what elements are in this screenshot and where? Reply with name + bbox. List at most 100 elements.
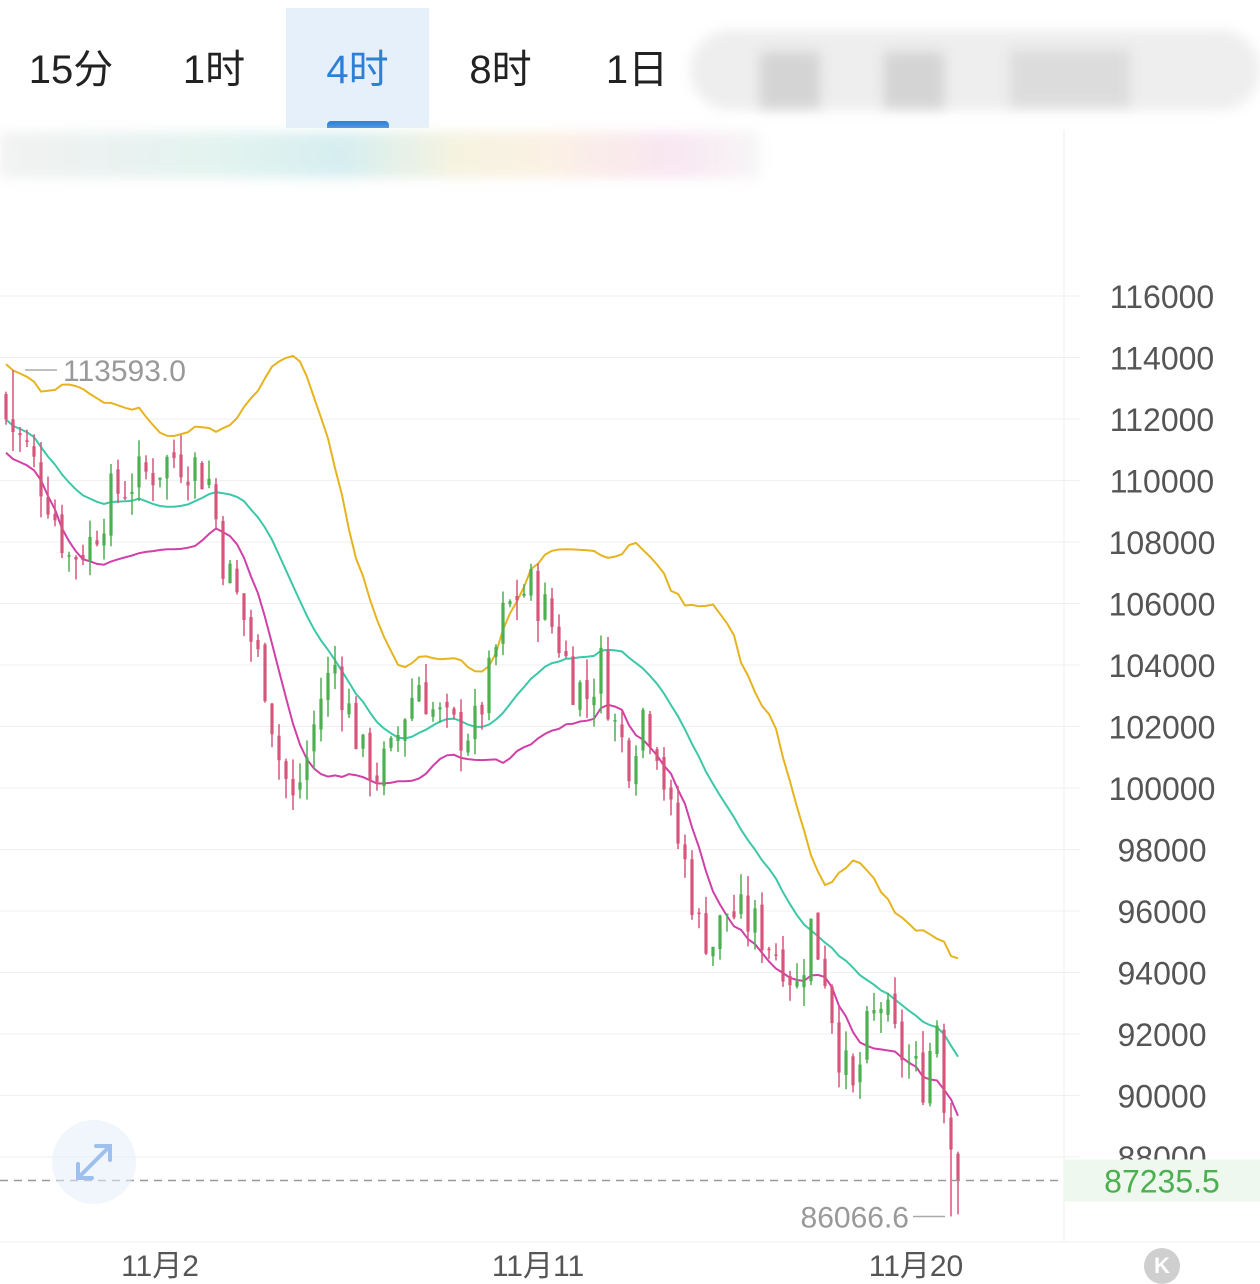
candle — [725, 913, 729, 932]
candle-body — [452, 708, 456, 715]
tab-1时[interactable]: 1时 — [142, 8, 286, 128]
candle-body — [158, 477, 162, 480]
candle — [718, 914, 722, 960]
candle — [424, 663, 428, 715]
candle-body — [193, 457, 197, 481]
candle-body — [648, 714, 652, 748]
candle-body — [109, 473, 113, 536]
candle — [949, 1102, 953, 1217]
candle-body — [60, 514, 64, 554]
y-tick-label: 108000 — [1109, 525, 1216, 561]
tab-8时[interactable]: 8时 — [429, 8, 572, 128]
candle-body — [368, 732, 372, 781]
candle — [410, 678, 414, 722]
candle-body — [676, 802, 680, 844]
candle-body — [494, 646, 498, 657]
y-tick-label: 100000 — [1109, 771, 1216, 807]
candle-body — [130, 491, 134, 494]
candle — [403, 718, 407, 757]
candle-body — [928, 1050, 932, 1104]
candle-body — [445, 701, 449, 708]
x-tick-label: 11月20 — [869, 1250, 964, 1283]
candle-body — [655, 749, 659, 761]
candle-body — [382, 748, 386, 787]
tab-4时[interactable]: 4时 — [286, 8, 429, 128]
candle-body — [767, 948, 771, 951]
candle-body — [403, 719, 407, 741]
candle-body — [921, 1052, 925, 1103]
candle-body — [620, 724, 624, 738]
candle-body — [354, 702, 358, 749]
candle-body — [753, 908, 757, 933]
candle-body — [732, 911, 736, 918]
candle-body — [613, 720, 617, 722]
tab-1日[interactable]: 1日 — [572, 8, 702, 128]
candle — [109, 464, 113, 547]
candle — [214, 478, 218, 530]
candle — [312, 710, 316, 770]
candle — [704, 896, 708, 956]
candle-body — [291, 778, 295, 796]
tab-label: 15分 — [28, 48, 114, 92]
candle-body — [179, 454, 183, 478]
candle — [788, 970, 792, 1001]
candle — [830, 984, 834, 1034]
candle-body — [151, 472, 155, 486]
candle — [151, 458, 155, 502]
candle — [760, 892, 764, 964]
candle-body — [564, 651, 568, 657]
candle-body — [641, 709, 645, 751]
candle — [802, 959, 806, 1006]
y-tick-label: 114000 — [1110, 341, 1214, 377]
candle — [298, 763, 302, 799]
candle — [228, 560, 232, 584]
candle — [270, 702, 274, 748]
candle — [438, 702, 442, 723]
candle — [592, 678, 596, 727]
candle-body — [249, 617, 253, 642]
last-price-tag — [1064, 1159, 1260, 1202]
candle — [858, 1051, 862, 1099]
candle — [207, 460, 211, 489]
candle — [599, 635, 603, 714]
candle-body — [578, 682, 582, 710]
kline-chart[interactable]: 116000 114000 112000 110000 108000 106000 1040… — [0, 130, 1260, 1284]
x-tick-label: 11月2 — [121, 1250, 199, 1283]
candle — [291, 759, 295, 810]
candle-body — [25, 440, 29, 443]
candle — [690, 850, 694, 920]
candle — [851, 1053, 855, 1093]
candle — [557, 614, 561, 658]
candle — [172, 439, 176, 469]
candle — [158, 477, 162, 488]
candle — [200, 461, 204, 490]
candle — [165, 454, 169, 500]
tab-label: 1时 — [182, 48, 246, 92]
candle — [431, 701, 435, 722]
candle-body — [67, 555, 71, 557]
candle-body — [893, 993, 897, 1024]
candle — [921, 1031, 925, 1106]
candle-body — [53, 513, 57, 521]
candle-body — [165, 456, 169, 479]
tab-15分[interactable]: 15分 — [0, 8, 142, 128]
candle — [32, 434, 36, 468]
candle-body — [312, 724, 316, 752]
candle-body — [816, 912, 820, 960]
candle — [942, 1023, 946, 1124]
candle — [844, 1031, 848, 1090]
candle-body — [914, 1055, 918, 1059]
candle-body — [942, 1029, 946, 1113]
candle — [326, 656, 330, 717]
k-logo-button[interactable]: K — [1144, 1248, 1180, 1284]
candle-body — [214, 484, 218, 520]
candle — [746, 876, 750, 947]
candle — [88, 520, 92, 576]
candle-body — [592, 696, 596, 706]
candle — [81, 544, 85, 566]
candle — [480, 701, 484, 730]
candle-body — [837, 1022, 841, 1073]
y-tick-label: 106000 — [1109, 587, 1216, 623]
y-tick-label: 90000 — [1118, 1079, 1207, 1115]
fullscreen-button[interactable] — [52, 1120, 136, 1204]
